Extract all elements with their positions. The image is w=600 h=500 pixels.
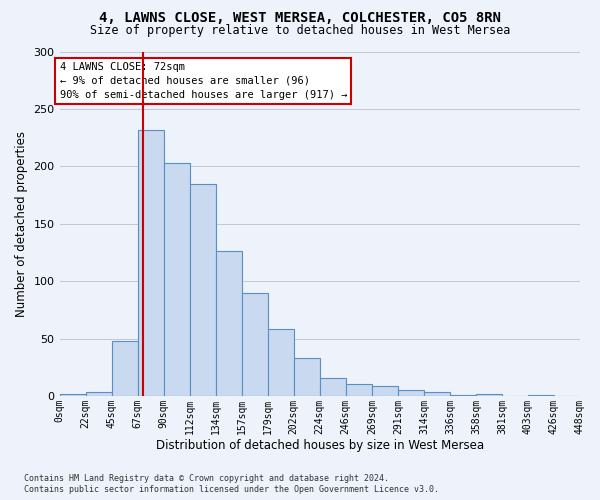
- Bar: [164, 163, 190, 396]
- Bar: [59, 394, 86, 396]
- Bar: [476, 394, 502, 396]
- Bar: [320, 378, 346, 396]
- Bar: [294, 358, 320, 396]
- Text: 4 LAWNS CLOSE: 72sqm
← 9% of detached houses are smaller (96)
90% of semi-detach: 4 LAWNS CLOSE: 72sqm ← 9% of detached ho…: [59, 62, 347, 100]
- Bar: [346, 384, 372, 396]
- Text: 4, LAWNS CLOSE, WEST MERSEA, COLCHESTER, CO5 8RN: 4, LAWNS CLOSE, WEST MERSEA, COLCHESTER,…: [99, 11, 501, 25]
- Text: Contains HM Land Registry data © Crown copyright and database right 2024.
Contai: Contains HM Land Registry data © Crown c…: [24, 474, 439, 494]
- Bar: [112, 341, 137, 396]
- Bar: [137, 130, 164, 396]
- Bar: [398, 390, 424, 396]
- Bar: [215, 252, 242, 396]
- Y-axis label: Number of detached properties: Number of detached properties: [15, 130, 28, 316]
- Bar: [86, 392, 112, 396]
- Bar: [268, 330, 294, 396]
- Bar: [424, 392, 450, 396]
- Bar: [372, 386, 398, 396]
- Bar: [242, 292, 268, 396]
- Text: Size of property relative to detached houses in West Mersea: Size of property relative to detached ho…: [90, 24, 510, 37]
- Bar: [450, 395, 476, 396]
- X-axis label: Distribution of detached houses by size in West Mersea: Distribution of detached houses by size …: [156, 440, 484, 452]
- Bar: [190, 184, 215, 396]
- Bar: [528, 395, 554, 396]
